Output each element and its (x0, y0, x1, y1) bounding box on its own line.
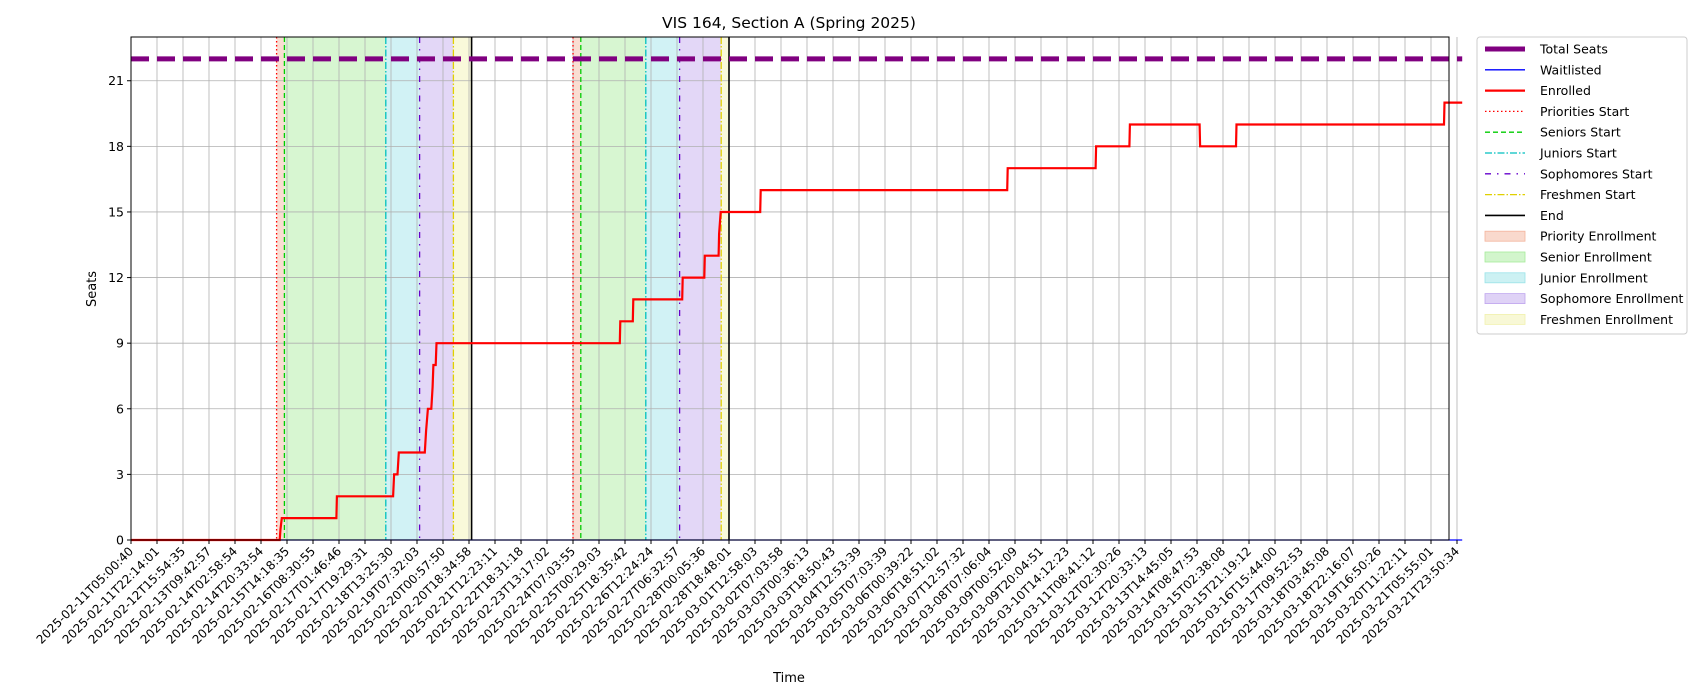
senior-enrollment-legend-label: Senior Enrollment (1540, 250, 1652, 265)
waitlisted-legend-label: Waitlisted (1540, 62, 1602, 77)
enrolled-legend-label: Enrolled (1540, 83, 1591, 98)
sophomore-enrollment-band-0 (419, 37, 454, 540)
y-tick-label: 21 (108, 73, 124, 88)
y-axis-ticks: 0 3 6 9 12 15 18 21 (108, 73, 131, 548)
priority-enrollment-band-1 (573, 37, 581, 540)
junior-enrollment-legend-swatch (1484, 272, 1526, 284)
seniors-start-legend-label: Seniors Start (1540, 125, 1621, 140)
legend-frame (1476, 36, 1688, 335)
phase-markers (275, 37, 730, 540)
legend: Total Seats Waitlisted Enrolled Priorities … (1476, 36, 1688, 335)
sophomores-start-legend-label: Sophomores Start (1540, 166, 1653, 181)
sophomore-enrollment-band-1 (679, 37, 722, 540)
priority-enrollment-band-0 (276, 37, 285, 540)
y-tick-label: 6 (116, 401, 124, 416)
freshmen-enrollment-legend-label: Freshmen Enrollment (1540, 312, 1673, 327)
junior-enrollment-legend-label: Junior Enrollment (1539, 270, 1648, 285)
total-seats-legend-label: Total Seats (1539, 42, 1608, 57)
y-tick-label: 9 (116, 336, 124, 351)
priority-enrollment-legend-swatch (1484, 230, 1526, 242)
y-tick-label: 12 (108, 270, 124, 285)
plot-frame (130, 36, 1450, 541)
end-legend-label: End (1540, 208, 1564, 223)
y-axis-label: Seats (85, 271, 100, 307)
junior-enrollment-band-1 (645, 37, 680, 540)
sophomore-enrollment-legend-label: Sophomore Enrollment (1540, 291, 1684, 306)
y-tick-label: 15 (108, 204, 124, 219)
legend-items: Total Seats Waitlisted Enrolled Priorities … (1484, 42, 1684, 327)
x-axis-label: Time (772, 671, 805, 686)
enrolled-series (131, 101, 1463, 542)
senior-enrollment-legend-swatch (1484, 251, 1526, 263)
priority-enrollment-legend-label: Priority Enrollment (1540, 229, 1657, 244)
sophomore-enrollment-legend-swatch (1484, 293, 1526, 305)
y-tick-label: 3 (116, 467, 124, 482)
priorities-start-legend-label: Priorities Start (1540, 104, 1629, 119)
enrollment-bands (276, 37, 729, 540)
freshmen-start-legend-label: Freshmen Start (1540, 187, 1636, 202)
freshmen-enrollment-band-0 (453, 37, 472, 540)
y-tick-label: 0 (116, 533, 124, 548)
x-axis-ticks: 2025-02-11T05:00:402025-02-11T22:14:0120… (34, 540, 1462, 647)
freshmen-enrollment-band-1 (721, 37, 729, 540)
senior-enrollment-band-0 (284, 37, 386, 540)
juniors-start-legend-label: Juniors Start (1539, 146, 1617, 161)
y-tick-label: 18 (108, 139, 124, 154)
freshmen-enrollment-legend-swatch (1484, 313, 1526, 325)
junior-enrollment-band-0 (385, 37, 420, 540)
chart-title: VIS 164, Section A (Spring 2025) (662, 14, 916, 32)
senior-enrollment-band-1 (580, 37, 646, 540)
